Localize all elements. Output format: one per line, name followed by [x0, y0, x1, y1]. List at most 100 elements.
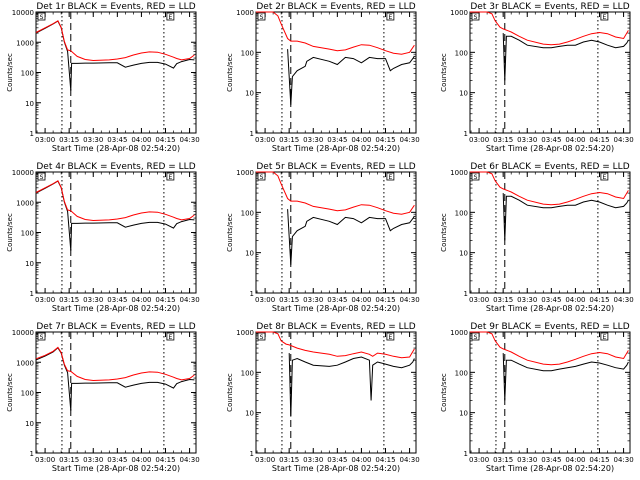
- y-tick-label: 100: [21, 230, 34, 238]
- x-tick-label: 04:30: [179, 456, 199, 464]
- x-tick-label: 03:15: [59, 296, 79, 304]
- y-axis-label: Counts/sec: [226, 213, 234, 252]
- end-box-label: E: [388, 174, 392, 181]
- x-tick-label: 04:15: [375, 136, 395, 144]
- start-box: [257, 172, 266, 181]
- panel-title: Det 1r BLACK = Events, RED = LLD: [36, 2, 195, 12]
- events-series-line: [287, 209, 415, 265]
- x-tick-label: 03:00: [255, 296, 275, 304]
- events-series-line: [287, 49, 415, 105]
- y-tick-label: 1000: [16, 39, 34, 47]
- x-tick-label: 04:30: [179, 136, 199, 144]
- x-tick-label: 03:30: [517, 456, 537, 464]
- lld-series-line: [256, 171, 415, 215]
- end-box: [600, 12, 609, 21]
- x-axis-label: Start Time (28-Apr-08 02:54:20): [52, 144, 180, 153]
- x-tick-label: 04:15: [155, 296, 175, 304]
- end-box: [166, 332, 175, 341]
- x-tick-label: 03:45: [541, 136, 561, 144]
- y-tick-label: 10: [245, 410, 254, 418]
- panel-title: Det 4r BLACK = Events, RED = LLD: [36, 162, 195, 172]
- lld-series-line: [470, 171, 629, 206]
- x-tick-label: 03:15: [493, 296, 513, 304]
- end-box-label: E: [388, 14, 392, 21]
- x-tick-label: 03:30: [303, 456, 323, 464]
- start-box-label: S: [40, 334, 44, 341]
- start-box: [471, 172, 480, 181]
- y-tick-label: 1: [464, 450, 468, 458]
- y-tick-label: 100: [21, 390, 34, 398]
- x-tick-label: 03:00: [469, 456, 489, 464]
- x-axis-label: Start Time (28-Apr-08 02:54:20): [52, 464, 180, 473]
- detector-panel: Det 5r BLACK = Events, RED = LLD 1 10 100 10…: [226, 162, 420, 313]
- y-tick-label: 1: [250, 130, 254, 138]
- x-tick-label: 04:00: [131, 296, 151, 304]
- y-tick-label: 10: [459, 90, 468, 98]
- y-axis-label: Counts/sec: [226, 373, 234, 412]
- x-tick-label: 03:15: [279, 456, 299, 464]
- x-tick-label: 04:00: [351, 136, 371, 144]
- panel-title: Det 2r BLACK = Events, RED = LLD: [256, 2, 415, 12]
- x-tick-label: 04:00: [131, 456, 151, 464]
- panel-title: Det 7r BLACK = Events, RED = LLD: [36, 322, 195, 332]
- y-tick-label: 10: [245, 90, 254, 98]
- y-tick-label: 10: [25, 420, 34, 428]
- y-tick-label: 1000: [16, 359, 34, 367]
- start-box-label: S: [474, 14, 478, 21]
- x-tick-label: 04:00: [351, 296, 371, 304]
- y-axis-label: Counts/sec: [6, 213, 14, 252]
- x-tick-label: 04:15: [155, 456, 175, 464]
- y-tick-label: 1: [30, 130, 34, 138]
- start-box-label: S: [260, 174, 264, 181]
- y-tick-label: 1: [30, 290, 34, 298]
- x-tick-label: 03:15: [279, 296, 299, 304]
- x-tick-label: 03:15: [493, 136, 513, 144]
- y-axis-label: Counts/sec: [6, 373, 14, 412]
- x-tick-label: 04:30: [399, 136, 419, 144]
- end-box-label: E: [602, 14, 606, 21]
- x-tick-label: 04:30: [613, 136, 633, 144]
- x-tick-label: 04:15: [589, 456, 609, 464]
- end-box-label: E: [602, 174, 606, 181]
- x-tick-label: 03:30: [83, 456, 103, 464]
- lld-series-line: [256, 11, 415, 55]
- plot-frame: [255, 11, 417, 134]
- lld-series-line: [256, 331, 415, 359]
- plot-frame: [255, 331, 417, 454]
- lld-series-line: [470, 11, 629, 46]
- start-box-label: S: [260, 334, 264, 341]
- y-tick-label: 1000: [450, 169, 468, 177]
- detector-panel: Det 7r BLACK = Events, RED = LLD 1 10 100 10…: [6, 322, 200, 473]
- y-tick-label: 1000: [450, 329, 468, 337]
- y-tick-label: 1000: [16, 199, 34, 207]
- x-tick-label: 04:30: [613, 456, 633, 464]
- start-box: [471, 332, 480, 341]
- panel-title: Det 6r BLACK = Events, RED = LLD: [470, 162, 629, 172]
- x-tick-label: 04:30: [399, 296, 419, 304]
- plot-frame: [35, 11, 197, 134]
- panel-title: Det 5r BLACK = Events, RED = LLD: [256, 162, 415, 172]
- x-tick-label: 03:45: [327, 136, 347, 144]
- x-tick-label: 03:30: [517, 136, 537, 144]
- lld-series-line: [470, 331, 629, 366]
- x-axis-label: Start Time (28-Apr-08 02:54:20): [272, 464, 400, 473]
- plot-frame: [35, 171, 197, 294]
- detector-panel: Det 6r BLACK = Events, RED = LLD 1 10 100 10…: [440, 162, 634, 313]
- detector-panel: Det 2r BLACK = Events, RED = LLD 1 10 100 10…: [226, 2, 420, 153]
- y-axis-label: Counts/sec: [440, 373, 448, 412]
- y-tick-label: 10: [25, 100, 34, 108]
- y-tick-label: 100: [455, 49, 468, 57]
- end-box: [386, 172, 395, 181]
- start-box: [257, 12, 266, 21]
- y-tick-label: 1000: [236, 169, 254, 177]
- lld-series-line: [35, 20, 195, 62]
- x-tick-label: 03:15: [279, 136, 299, 144]
- x-axis-label: Start Time (28-Apr-08 02:54:20): [486, 464, 614, 473]
- y-tick-label: 100: [241, 49, 254, 57]
- x-tick-label: 04:00: [351, 456, 371, 464]
- end-box: [386, 12, 395, 21]
- detector-panel: Det 9r BLACK = Events, RED = LLD 1 10 100 10…: [440, 322, 634, 473]
- x-tick-label: 04:30: [399, 456, 419, 464]
- start-box: [471, 12, 480, 21]
- y-tick-label: 10000: [12, 169, 34, 177]
